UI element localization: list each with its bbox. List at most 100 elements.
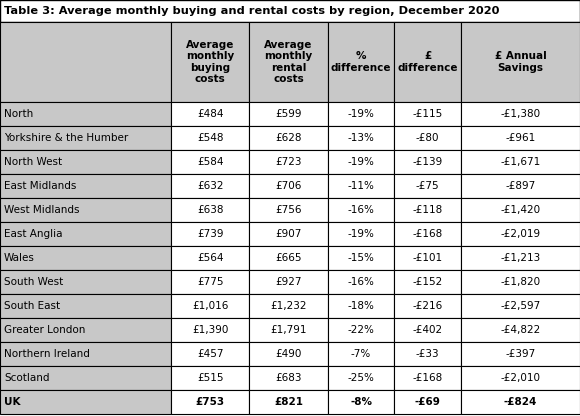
Bar — [328, 174, 394, 198]
Bar — [328, 22, 394, 102]
Text: East Anglia: East Anglia — [4, 229, 63, 239]
Bar — [461, 246, 580, 270]
Bar — [461, 102, 580, 126]
Bar — [461, 222, 580, 246]
Text: -£168: -£168 — [412, 373, 443, 383]
Text: £457: £457 — [197, 349, 223, 359]
Text: £548: £548 — [197, 133, 223, 143]
Bar — [461, 126, 580, 150]
Bar — [171, 222, 249, 246]
Bar — [171, 390, 249, 414]
Bar — [328, 150, 394, 174]
Text: £907: £907 — [276, 229, 302, 239]
Bar — [249, 126, 328, 150]
Text: -13%: -13% — [347, 133, 375, 143]
Text: South East: South East — [4, 301, 60, 311]
Bar — [0, 126, 171, 150]
Text: Northern Ireland: Northern Ireland — [4, 349, 90, 359]
Text: -£397: -£397 — [505, 349, 536, 359]
Bar — [0, 270, 171, 294]
Text: -£1,671: -£1,671 — [501, 157, 541, 167]
Text: £665: £665 — [276, 253, 302, 263]
Bar — [249, 270, 328, 294]
Bar — [0, 246, 171, 270]
Bar — [171, 150, 249, 174]
Text: -15%: -15% — [347, 253, 375, 263]
Text: -£961: -£961 — [505, 133, 536, 143]
Text: Average
monthly
rental
costs: Average monthly rental costs — [264, 40, 313, 84]
Bar — [0, 0, 580, 22]
Text: -19%: -19% — [347, 109, 375, 119]
Bar — [394, 294, 461, 318]
Text: -£824: -£824 — [504, 397, 537, 407]
Bar — [249, 102, 328, 126]
Bar — [171, 198, 249, 222]
Text: West Midlands: West Midlands — [4, 205, 79, 215]
Bar — [249, 174, 328, 198]
Bar — [394, 126, 461, 150]
Bar — [249, 390, 328, 414]
Text: -£897: -£897 — [505, 181, 536, 191]
Bar — [328, 342, 394, 366]
Text: £628: £628 — [276, 133, 302, 143]
Bar — [328, 270, 394, 294]
Bar — [0, 150, 171, 174]
Bar — [249, 150, 328, 174]
Text: -£4,822: -£4,822 — [501, 325, 541, 335]
Bar — [171, 102, 249, 126]
Text: £1,232: £1,232 — [270, 301, 307, 311]
Text: -£1,820: -£1,820 — [501, 277, 541, 287]
Text: £927: £927 — [276, 277, 302, 287]
Bar — [328, 126, 394, 150]
Text: -£118: -£118 — [412, 205, 443, 215]
Text: %
difference: % difference — [331, 51, 392, 73]
Text: -£168: -£168 — [412, 229, 443, 239]
Bar — [394, 102, 461, 126]
Bar — [394, 174, 461, 198]
Bar — [461, 174, 580, 198]
Bar — [171, 126, 249, 150]
Bar — [394, 150, 461, 174]
Text: South West: South West — [4, 277, 63, 287]
Text: £775: £775 — [197, 277, 223, 287]
Text: Yorkshire & the Humber: Yorkshire & the Humber — [4, 133, 128, 143]
Text: £1,390: £1,390 — [192, 325, 229, 335]
Text: -£101: -£101 — [413, 253, 443, 263]
Text: -£2,597: -£2,597 — [501, 301, 541, 311]
Text: -£152: -£152 — [412, 277, 443, 287]
Text: -£75: -£75 — [416, 181, 440, 191]
Text: £723: £723 — [276, 157, 302, 167]
Bar — [394, 390, 461, 414]
Text: North West: North West — [4, 157, 62, 167]
Text: -£1,213: -£1,213 — [501, 253, 541, 263]
Bar — [461, 22, 580, 102]
Bar — [328, 198, 394, 222]
Text: £638: £638 — [197, 205, 223, 215]
Bar — [328, 246, 394, 270]
Bar — [0, 102, 171, 126]
Bar — [394, 318, 461, 342]
Text: £739: £739 — [197, 229, 223, 239]
Bar — [249, 294, 328, 318]
Bar — [394, 246, 461, 270]
Text: £821: £821 — [274, 397, 303, 407]
Text: £584: £584 — [197, 157, 223, 167]
Text: £ Annual
Savings: £ Annual Savings — [495, 51, 546, 73]
Bar — [249, 222, 328, 246]
Text: Greater London: Greater London — [4, 325, 85, 335]
Bar — [0, 198, 171, 222]
Text: -16%: -16% — [347, 205, 375, 215]
Bar — [461, 366, 580, 390]
Text: North: North — [4, 109, 33, 119]
Text: East Midlands: East Midlands — [4, 181, 77, 191]
Bar — [249, 366, 328, 390]
Bar — [171, 174, 249, 198]
Text: £564: £564 — [197, 253, 223, 263]
Bar — [171, 318, 249, 342]
Text: -19%: -19% — [347, 229, 375, 239]
Text: -£2,010: -£2,010 — [501, 373, 541, 383]
Bar — [461, 198, 580, 222]
Text: -25%: -25% — [347, 373, 375, 383]
Text: Wales: Wales — [4, 253, 35, 263]
Text: -£1,380: -£1,380 — [501, 109, 541, 119]
